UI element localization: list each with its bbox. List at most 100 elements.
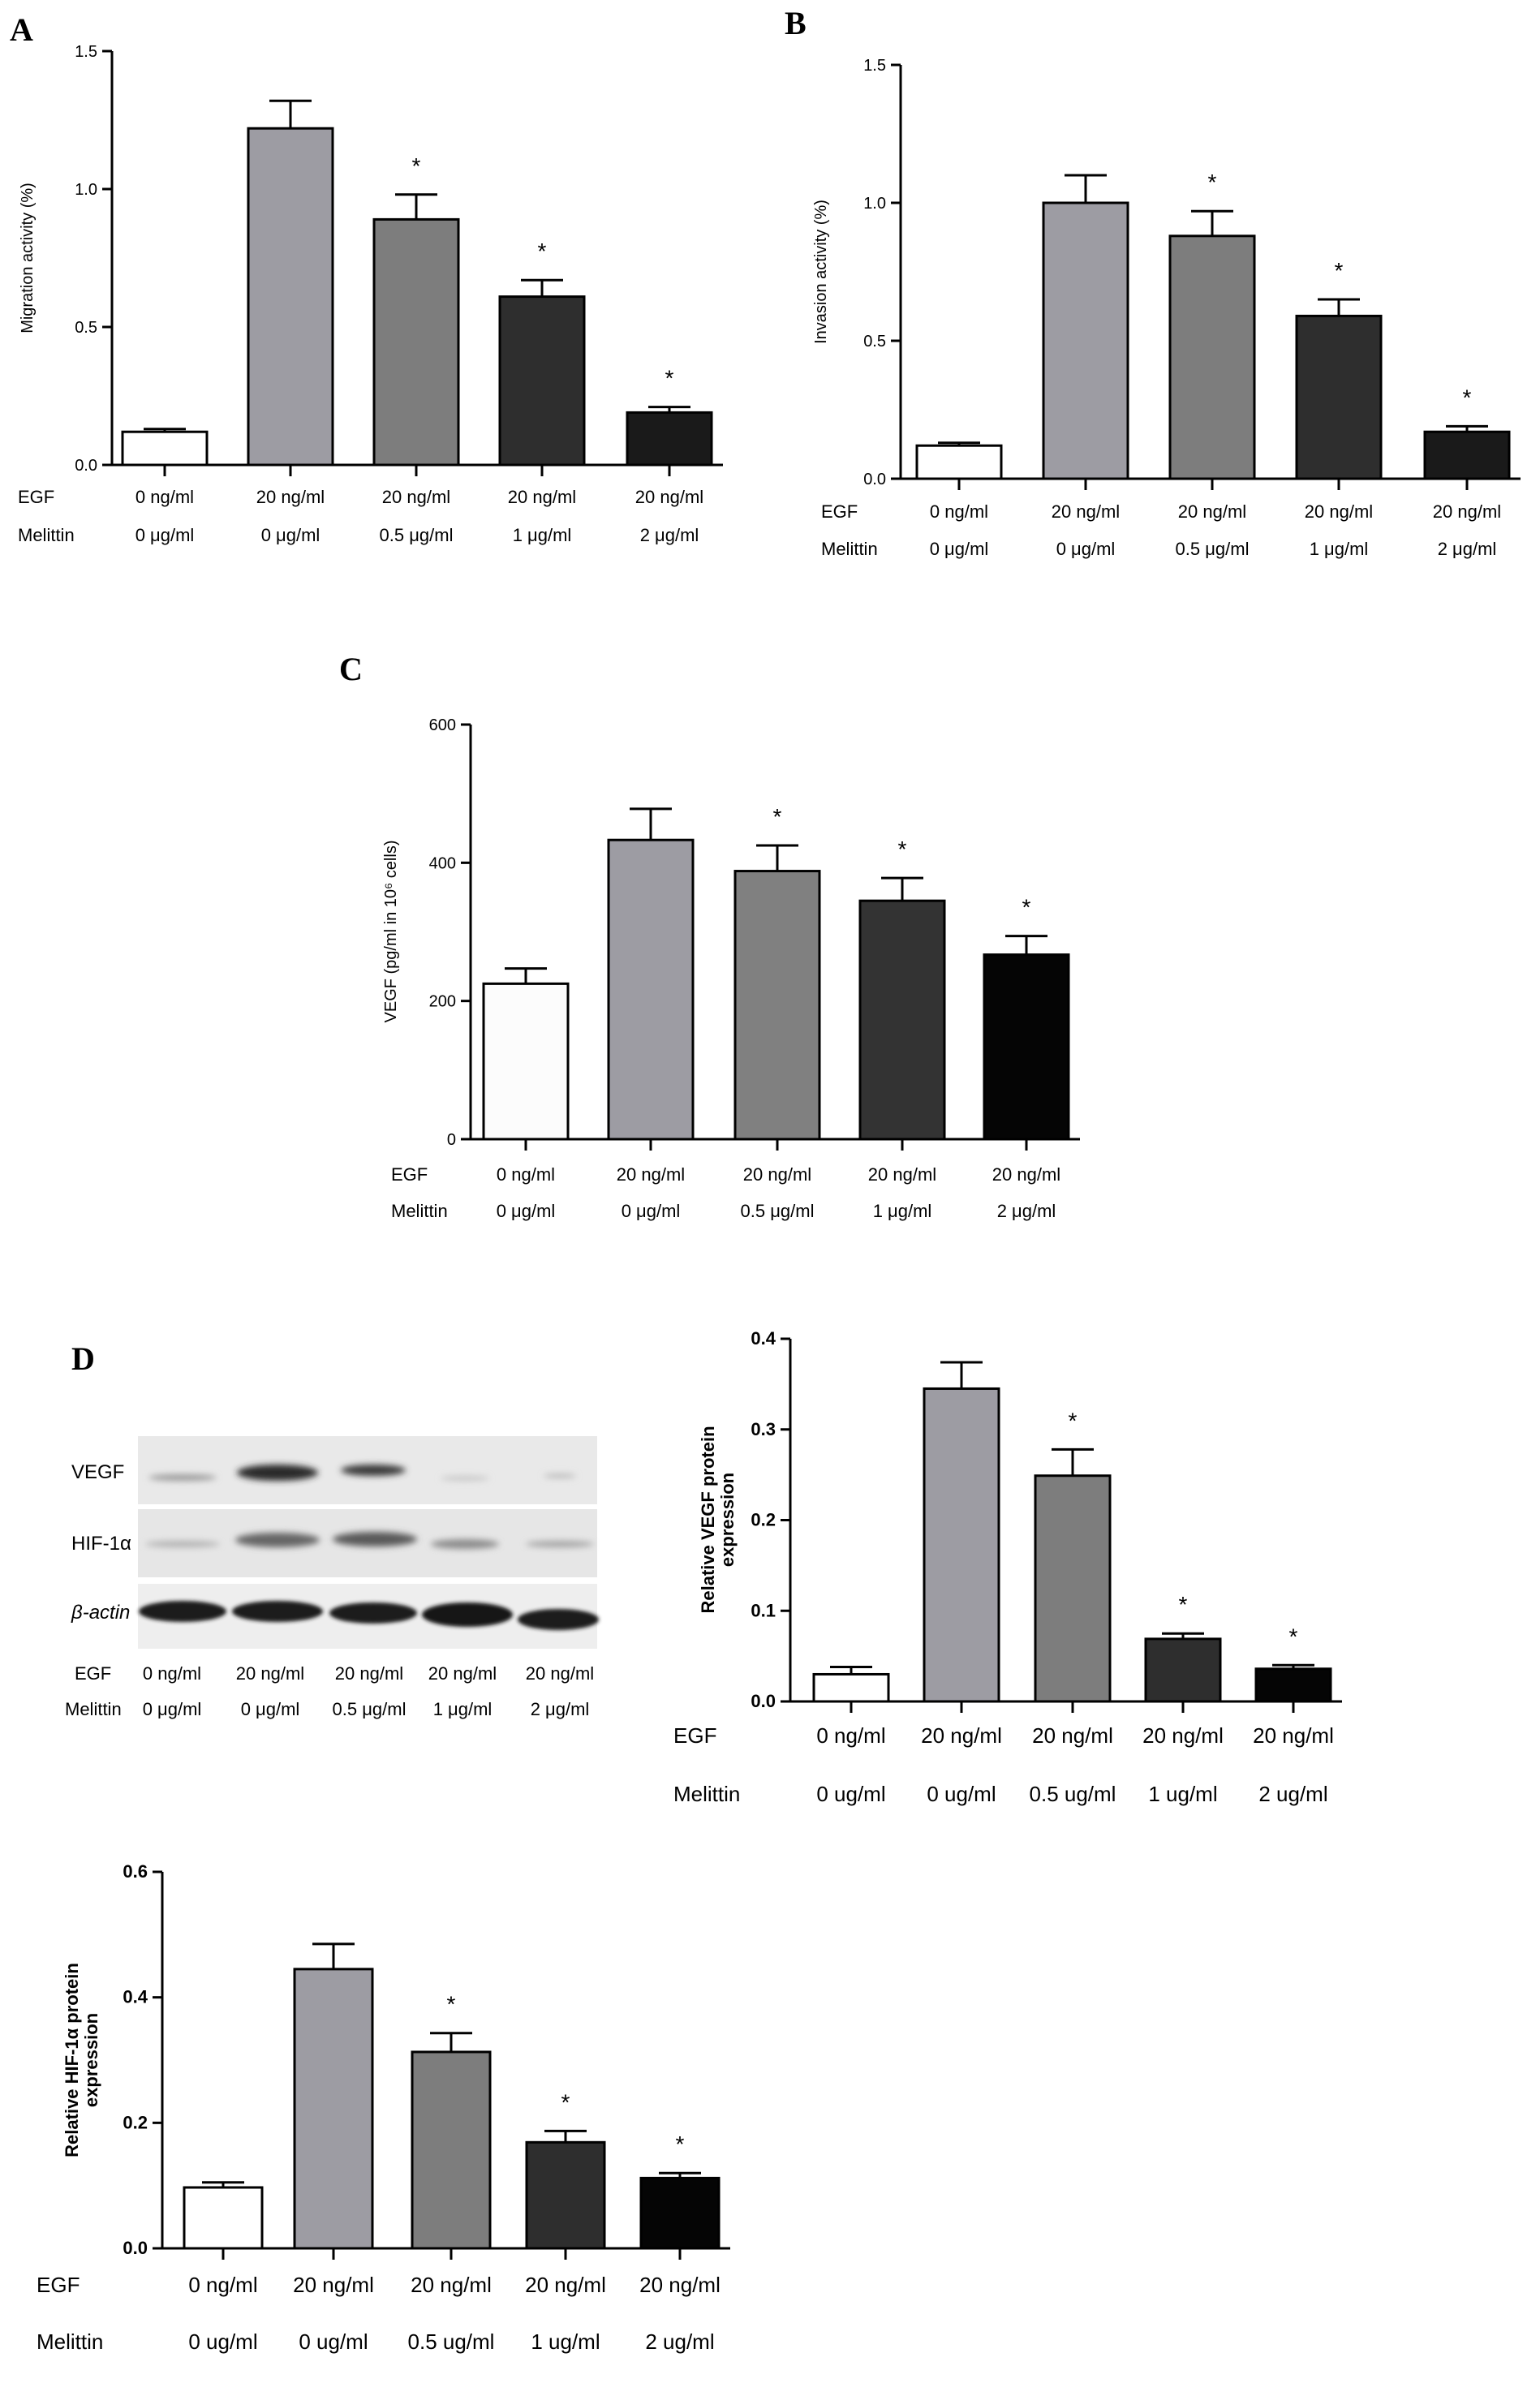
bar [1254,1667,1332,1703]
y-tick-label: 0.5 [75,319,97,337]
x-tick-label-melittin: 0 μg/ml [1056,539,1116,559]
x-tick-label-melittin: 1 ug/ml [1148,1782,1217,1806]
y-axis-title-line2: expression [717,1473,738,1567]
x-tick-label-egf: 20 ng/ml [256,487,325,507]
bar [525,2140,606,2250]
y-tick-label: 1.5 [863,57,886,75]
y-tick-label: 0.0 [863,471,886,488]
blot-bands-vegf [148,1465,576,1481]
y-axis-title-line1: Relative VEGF protein [698,1426,718,1613]
x-tick-label-melittin: 1 μg/ml [1310,539,1369,559]
row-label-melittin: Melittin [18,525,75,545]
y-tick-label: 200 [429,993,456,1011]
blot-bands-hif [145,1532,594,1549]
blot-egf-value: 20 ng/ml [428,1663,497,1684]
x-tick-label-egf: 20 ng/ml [868,1164,936,1185]
bar [639,2176,721,2250]
blot-row-label-hif: HIF-1α [71,1533,131,1555]
x-tick-label-egf: 20 ng/ml [992,1164,1060,1185]
x-tick-label-melittin: 0 μg/ml [497,1201,556,1221]
significance-marker: * [538,239,547,264]
y-tick-label: 0.4 [123,1987,148,2007]
x-tick-label-melittin: 0 ug/ml [299,2329,368,2354]
blot-egf-value: 0 ng/ml [143,1663,201,1684]
row-label-egf: EGF [18,487,54,507]
y-tick-label: 0.6 [123,1861,148,1882]
x-tick-label-egf: 20 ng/ml [508,487,576,507]
row-label-egf: EGF [37,2273,80,2297]
bar [372,217,460,467]
blot-label-melittin: Melittin [65,1699,122,1719]
blot-egf-value: 20 ng/ml [236,1663,304,1684]
significance-marker: * [1022,895,1031,920]
x-tick-label-melittin: 0 μg/ml [930,539,989,559]
x-tick-label-egf: 20 ng/ml [1253,1723,1334,1748]
x-tick-label-egf: 20 ng/ml [743,1164,811,1185]
x-tick-label-egf: 20 ng/ml [635,487,703,507]
row-label-egf: EGF [673,1723,716,1748]
y-tick-label: 0.2 [123,2112,148,2132]
western-blot: VEGF HIF-1α β-actin EGF Melittin 0 ng/ml 0 … [65,1436,599,1719]
y-tick-label: 0.2 [751,1510,776,1530]
significance-marker: * [1208,170,1217,195]
y-tick-label: 0.0 [123,2238,148,2258]
blot-row-label-actin: β-actin [71,1602,130,1624]
x-tick-label-egf: 20 ng/ml [411,2273,492,2297]
blot-label-egf: EGF [75,1663,111,1684]
significance-marker: * [1335,258,1344,283]
y-tick-label: 0.0 [75,457,97,475]
y-tick-label: 0 [447,1131,456,1149]
x-tick-label-melittin: 0 ug/ml [188,2329,257,2354]
x-tick-label-melittin: 1 μg/ml [513,525,572,545]
significance-marker: * [412,153,421,179]
y-tick-label: 1.0 [863,195,886,213]
blot-egf-value: 20 ng/ml [526,1663,594,1684]
x-tick-label-melittin: 0 ug/ml [816,1782,885,1806]
bar [293,1968,374,2250]
y-tick-label: 400 [429,854,456,872]
bar [1168,234,1256,480]
y-tick-label: 600 [429,716,456,734]
y-tick-label: 0.4 [751,1328,776,1349]
significance-marker: * [1289,1624,1298,1649]
y-tick-label: 0.1 [751,1600,776,1620]
y-tick-label: 0.0 [751,1691,776,1711]
bar [626,411,713,467]
x-tick-label-melittin: 0.5 ug/ml [408,2329,495,2354]
bar [1042,201,1129,480]
y-axis-title-line1: Relative HIF-1α protein [62,1963,82,2157]
x-tick-label-melittin: 2 μg/ml [997,1201,1056,1221]
chart-vegf-secretion: 0 200 400 600 VEGF (pg/ml in 10⁶ cells) 0 ng/… [382,716,1080,1221]
blot-row-label-vegf: VEGF [71,1461,124,1483]
panel-label-b: B [785,5,807,41]
bar [247,127,334,467]
chart-migration: 0.0 0.5 1.0 1.5 Migration activity (%) 0 ng/m… [18,43,723,545]
x-tick-label-egf: 0 ng/ml [497,1164,555,1185]
blot-melittin-value: 2 μg/ml [531,1699,590,1719]
blot-melittin-value: 0 μg/ml [241,1699,300,1719]
significance-marker: * [1463,385,1472,410]
significance-marker: * [1179,1592,1188,1617]
y-tick-label: 1.5 [75,43,97,61]
x-tick-label-egf: 20 ng/ml [293,2273,374,2297]
significance-marker: * [898,837,907,862]
panel-label-a: A [10,11,33,48]
bar [607,838,695,1141]
row-label-melittin: Melittin [391,1201,448,1221]
x-tick-label-melittin: 2 μg/ml [640,525,699,545]
x-tick-label-melittin: 0 μg/ml [622,1201,681,1221]
y-axis-title: Invasion activity (%) [812,200,830,344]
bar [733,870,821,1141]
blot-melittin-value: 0.5 μg/ml [333,1699,407,1719]
bar [121,430,209,467]
x-tick-label-egf: 0 ng/ml [930,501,988,522]
x-tick-label-egf: 20 ng/ml [1433,501,1501,522]
bar [1144,1637,1222,1703]
x-tick-label-egf: 20 ng/ml [639,2273,721,2297]
bar [1295,314,1383,480]
significance-marker: * [665,366,674,391]
chart-invasion: 0.0 0.5 1.0 1.5 Invasion activity (%) 0 ng/ml… [812,57,1521,559]
x-tick-label-egf: 20 ng/ml [1178,501,1246,522]
bar [983,953,1070,1141]
